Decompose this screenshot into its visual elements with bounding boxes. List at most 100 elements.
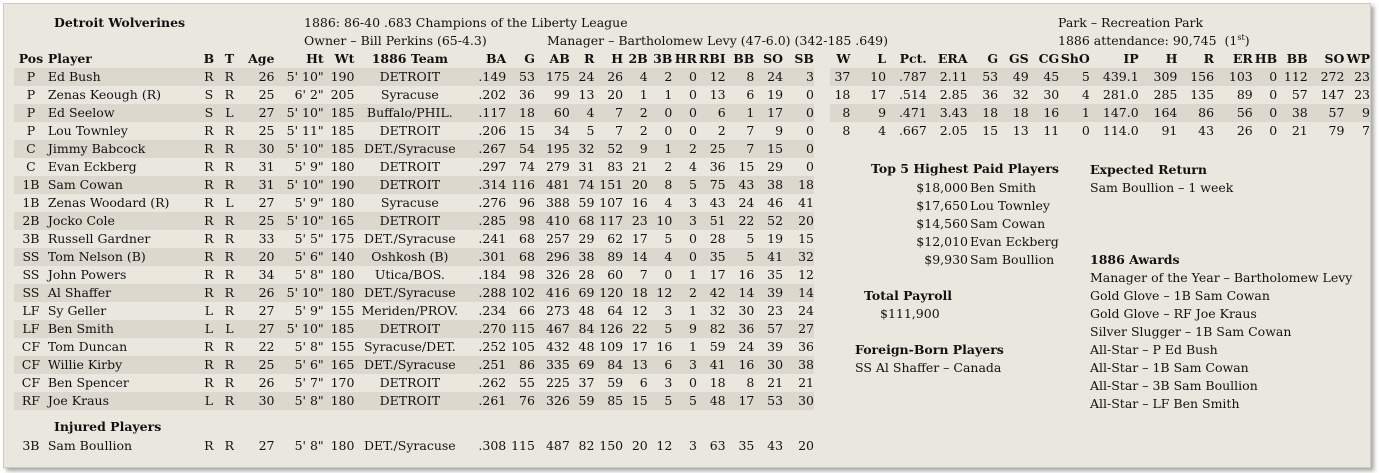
table-cell: 388 — [545, 195, 570, 210]
table-cell: 180 — [330, 195, 355, 210]
pitching-header-4: G — [987, 51, 999, 66]
table-cell: P — [26, 123, 36, 138]
table-row: 3B Russell Gardner R R 33 5' 5" 175 DET./Syracu… — [14, 230, 814, 248]
table-cell: 0 — [688, 231, 697, 246]
table-cell: 5' 10" — [274, 140, 324, 158]
table-cell: 33 — [258, 231, 275, 246]
park: Park – Recreation Park — [1058, 15, 1204, 30]
table-cell: 16 — [631, 195, 648, 210]
table-cell: 17 — [754, 104, 784, 122]
table-cell: 5' 6" — [274, 248, 324, 266]
table-cell: 86 — [1177, 104, 1215, 122]
table-cell: R — [224, 303, 235, 318]
table-cell: 22 — [725, 212, 755, 230]
table-cell: 99 — [553, 87, 570, 102]
table-cell: 5' 8" — [294, 267, 324, 282]
table-row: CF Tom Duncan R R 22 5' 8" 155 Syracuse/DET. .25… — [14, 338, 814, 356]
table-row: 1B Zenas Woodard (R) R L 27 5' 9" 180 Syracuse.… — [14, 194, 814, 212]
table-cell: .288 — [465, 284, 507, 302]
table-cell: 8 — [830, 104, 851, 122]
table-cell: L — [225, 195, 234, 210]
table-cell: .262 — [478, 375, 507, 390]
table-cell: SS — [22, 267, 40, 282]
table-cell: 20 — [239, 248, 275, 266]
table-cell: 68 — [519, 231, 535, 246]
table-cell: 4 — [878, 123, 887, 138]
salary-amount: $18,000 — [916, 180, 968, 195]
table-cell: L — [219, 104, 240, 122]
table-cell: Oshkosh (B) — [354, 248, 466, 266]
table-cell: 2B — [14, 212, 48, 230]
table-cell: .252 — [478, 339, 507, 354]
table-cell: 285 — [1153, 87, 1178, 102]
table-cell: 29 — [578, 231, 595, 246]
table-cell: R — [219, 356, 240, 374]
table-cell: 51 — [696, 212, 726, 230]
table-cell: 75 — [696, 176, 726, 194]
table-cell: 4 — [1081, 87, 1090, 102]
table-cell: 155 — [330, 339, 355, 354]
table-cell: 272 — [1307, 68, 1345, 86]
award-item: All-Star – 3B Sam Boullion — [1090, 378, 1258, 393]
table-cell: P — [26, 87, 36, 102]
table-cell: 41 — [754, 248, 784, 266]
table-cell: 0 — [664, 123, 673, 138]
table-cell: 0 — [806, 123, 814, 138]
table-cell: R — [204, 438, 214, 453]
table-cell: Zenas Woodard (R) — [47, 195, 170, 210]
table-cell: 28 — [709, 231, 726, 246]
table-cell: 185 — [330, 123, 355, 138]
table-cell: S — [204, 87, 214, 102]
table-cell: 31 — [578, 159, 595, 174]
table-cell: 66 — [519, 303, 535, 318]
table-cell: 281.0 — [1102, 87, 1139, 102]
table-cell: 4 — [623, 68, 648, 86]
table-cell: 5' 9" — [294, 159, 324, 174]
table-cell: R — [224, 123, 235, 138]
table-cell: 5' 8" — [274, 392, 324, 410]
table-cell: 180 — [330, 159, 355, 174]
table-cell: 13 — [709, 87, 726, 102]
table-cell: 5' 10" — [274, 68, 324, 86]
table-cell: 20 — [623, 176, 648, 194]
table-cell: 18 — [967, 104, 999, 122]
table-cell: 2 — [647, 68, 673, 86]
table-cell: 35 — [767, 267, 784, 282]
table-cell: 82 — [578, 438, 595, 453]
table-cell: 190 — [323, 68, 355, 86]
table-cell: 21 — [798, 375, 814, 390]
table-cell: Lou Townley — [47, 123, 128, 138]
salary-amount: $17,650 — [916, 198, 968, 213]
table-cell: R — [198, 140, 220, 158]
table-cell: 62 — [607, 231, 624, 246]
table-cell: 21 — [631, 159, 648, 174]
table-cell: 257 — [545, 231, 570, 246]
table-cell: 79 — [1328, 123, 1345, 138]
table-cell: 0 — [672, 248, 697, 266]
table-cell: 26 — [1236, 123, 1253, 138]
table-row: P Lou Townley R R 25 5' 11" 185 DETROIT .206 15 34… — [14, 122, 814, 140]
table-cell: 98 — [519, 267, 535, 282]
table-cell: 1 — [688, 339, 697, 354]
table-cell: Evan Eckberg — [47, 159, 137, 174]
pitching-header-5: GS — [1008, 51, 1029, 66]
table-cell: 2 — [664, 159, 673, 174]
roster-header-10: AB — [549, 51, 570, 66]
injured-table: 3B Sam Boullion R R 27 5' 8" 180 DET./Syracuse.… — [14, 437, 814, 455]
pitching-header-13: BB — [1286, 51, 1308, 66]
table-cell: DET./Syracuse — [354, 356, 466, 374]
table-cell: 54 — [506, 140, 535, 158]
table-cell: C — [26, 159, 36, 174]
table-cell: 91 — [1161, 123, 1178, 138]
table-cell: 48 — [578, 339, 595, 354]
table-cell: 21 — [1291, 123, 1308, 138]
table-cell: 14 — [623, 248, 648, 266]
table-cell: .276 — [478, 195, 507, 210]
table-cell: 5' 10" — [274, 176, 324, 194]
table-cell: R — [219, 140, 240, 158]
table-cell: Ed Seelow — [47, 104, 199, 122]
table-row: 2B Jocko Cole R R 25 5' 10" 165 DETROIT .285 98 41… — [14, 212, 814, 230]
table-cell: 180 — [323, 392, 355, 410]
table-cell: 416 — [534, 284, 570, 302]
table-cell: Sam Boullion — [47, 438, 133, 453]
